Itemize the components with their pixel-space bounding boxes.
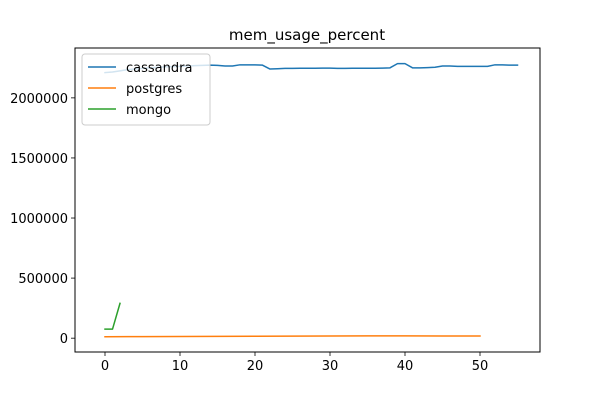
y-tick-label: 500000 [18, 272, 68, 287]
chart-title: mem_usage_percent [229, 26, 385, 45]
x-tick-label: 40 [397, 359, 414, 374]
plot-frame [74, 47, 541, 353]
legend-label-postgres: postgres [126, 82, 182, 97]
x-tick-label: 30 [322, 359, 339, 374]
y-tick-label: 2000000 [10, 92, 68, 107]
x-tick-label: 10 [172, 359, 189, 374]
x-tick-label: 20 [247, 359, 264, 374]
y-axis: 0 500000 1000000 1500000 2000000 [10, 92, 75, 347]
y-tick-label: 1000000 [10, 212, 68, 227]
legend-label-cassandra: cassandra [126, 61, 192, 76]
legend-box [81, 53, 211, 126]
y-tick-label: 1500000 [10, 152, 68, 167]
x-tick-label: 0 [101, 359, 109, 374]
legend-label-mongo: mongo [126, 103, 171, 118]
x-tick-label: 50 [472, 359, 489, 374]
series-line-mongo [104, 302, 121, 330]
series-line-postgres [104, 335, 481, 338]
x-axis: 0 10 20 30 40 50 [101, 352, 488, 374]
y-tick-label: 0 [60, 332, 68, 347]
legend: cassandra postgres mongo [81, 53, 211, 126]
